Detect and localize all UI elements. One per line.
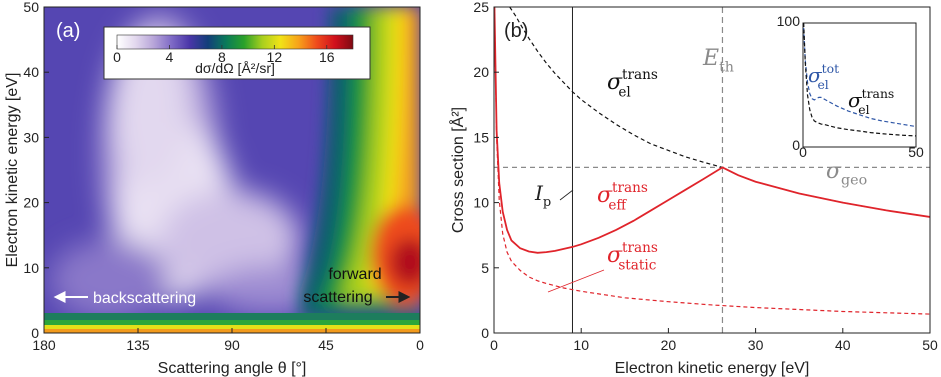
- panel-a-x-tick-label: 90: [224, 337, 240, 353]
- panel-b-y-tick-label: 10: [473, 195, 489, 211]
- panel-b-label: (b): [504, 20, 528, 42]
- inset-series-line-trans: [803, 23, 916, 137]
- panel-a-x-tick-label: 180: [32, 337, 56, 353]
- panel-a-label: (a): [56, 20, 80, 42]
- ip-label: Ip: [534, 181, 551, 210]
- inset-label-el-tot: σtot el: [808, 61, 839, 92]
- panel-b-x-tick-label: 50: [922, 337, 938, 353]
- panel-a-y-tick-label: 50: [23, 0, 39, 15]
- panel-b-x-axis-title: Electron kinetic energy [eV]: [615, 360, 810, 377]
- panel-b-y-tick-label: 25: [473, 0, 489, 15]
- panel-b-y-tick-label: 15: [473, 129, 489, 145]
- inset-chart: 0 50 0 100 σtot el σtrans el: [777, 13, 924, 160]
- panel-a-x-axis-title: Scattering angle θ [°]: [158, 360, 307, 377]
- panel-a-x-tick-label: 45: [318, 337, 334, 353]
- panel-a-y-tick-label: 10: [23, 260, 39, 276]
- eth-label: Eth: [702, 46, 734, 76]
- colorbar-label: dσ/dΩ [Å²/sr]: [195, 60, 275, 76]
- inset-x-tick-label: 50: [908, 144, 924, 160]
- panel-a-y-axis-title: Electron kinetic energy [eV]: [4, 73, 21, 268]
- panel-b-y-tick-label: 0: [481, 325, 489, 341]
- panel-b-y-axis-title: Cross section [Å²]: [448, 107, 467, 233]
- panel-b-x-tick-label: 0: [490, 337, 498, 353]
- static-label-leader: [547, 269, 605, 293]
- colorbar-tick-label: 4: [166, 49, 174, 65]
- inset-label-el-trans: σtrans el: [848, 86, 894, 117]
- panel-b-y-tick-label: 20: [473, 64, 489, 80]
- inset-frame: [802, 22, 917, 148]
- colorbar-tick-label: 12: [267, 49, 283, 65]
- inset-y-tick-label: 100: [777, 13, 801, 29]
- panel-a-x-tick-label: 135: [126, 337, 150, 353]
- panel-b: 0 10 20 30 40 50 0 5 10 15 20 25 σtrans el σtrans eff σ…: [448, 0, 938, 377]
- inset-series-line-tot: [803, 27, 916, 128]
- panel-a: 0 4 8 12 16 dσ/dΩ [Å²/sr] backscattering for…: [4, 0, 424, 377]
- colorbar-ramp: [116, 34, 354, 50]
- panel-b-frame: [493, 6, 931, 334]
- panel-a-y-tick-label: 20: [23, 195, 39, 211]
- colorbar-tick-label: 0: [113, 49, 121, 65]
- panel-b-x-tick-label: 40: [835, 337, 851, 353]
- series-label-eff-trans: σtrans eff: [597, 180, 648, 214]
- panel-b-y-tick-label: 5: [481, 260, 489, 276]
- sigma-geo-label: σgeo: [826, 159, 867, 189]
- panel-a-y-tick-label: 0: [31, 325, 39, 341]
- ip-label-leader: [559, 189, 574, 201]
- panel-a-y-tick-label: 40: [23, 64, 39, 80]
- forward-scattering-label-line2: scattering: [303, 289, 372, 306]
- colorbar-tick-label: 16: [319, 49, 335, 65]
- colorbar-tick-label: 8: [218, 49, 226, 65]
- series-label-static-trans: σtrans static: [607, 240, 658, 274]
- forward-scattering-label-line1: forward: [328, 266, 381, 283]
- series-line-el: [509, 7, 930, 218]
- panel-b-x-tick-label: 30: [748, 337, 764, 353]
- series-line-eff: [494, 7, 930, 254]
- inset-y-tick-label: 0: [792, 137, 800, 153]
- panel-b-x-tick-label: 20: [661, 337, 677, 353]
- panel-b-x-tick-label: 10: [573, 337, 589, 353]
- backscattering-label: backscattering: [93, 290, 196, 307]
- series-label-el-trans: σtrans el: [607, 67, 658, 101]
- colorbar: 0 4 8 12 16 dσ/dΩ [Å²/sr]: [103, 26, 371, 80]
- panel-a-x-tick-label: 0: [416, 337, 424, 353]
- panel-a-y-tick-label: 30: [23, 129, 39, 145]
- inset-x-tick-label: 0: [799, 144, 807, 160]
